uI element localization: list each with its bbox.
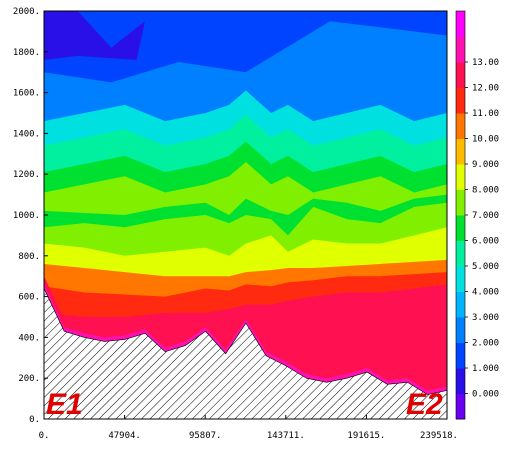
colorbar-swatch — [456, 240, 465, 267]
colorbar-label: 5.000 — [472, 262, 499, 272]
y-tick-label: 1400. — [13, 129, 40, 139]
y-tick-label: 1000. — [13, 211, 40, 221]
annotation-e2: E2 — [406, 388, 443, 421]
colorbar-label: 9.000 — [472, 160, 499, 170]
colorbar-swatch — [456, 138, 465, 165]
x-tick-label: 191615. — [347, 431, 385, 441]
colorbar-label: 3.000 — [472, 313, 499, 323]
colorbar-label: 0.000 — [472, 390, 499, 400]
y-tick-label: 800. — [18, 252, 40, 262]
y-tick-label: 1200. — [13, 170, 40, 180]
colorbar-label: 7.000 — [472, 211, 499, 221]
colorbar: 0.000 1.000 2.000 3.000 4.000 5.000 6.000 7.000… — [455, 10, 499, 420]
x-tick-label: 0. — [39, 431, 50, 441]
colorbar-swatch — [456, 113, 465, 139]
y-tick-label: 600. — [18, 293, 40, 303]
y-tick-label: 1800. — [13, 48, 40, 58]
colorbar-swatch — [456, 11, 465, 37]
colorbar-swatch — [456, 393, 465, 420]
colorbar-swatch — [456, 164, 465, 190]
colorbar-swatch — [456, 189, 465, 216]
x-axis: 0. 47904. 95807. 143711. 191615. 239518. — [39, 415, 458, 441]
annotation-e1: E1 — [46, 388, 83, 421]
band-upper-blue — [44, 11, 447, 83]
colorbar-swatch — [456, 215, 465, 241]
x-tick-label: 95807. — [189, 431, 222, 441]
y-tick-label: 0. — [29, 415, 40, 425]
y-tick-label: 1600. — [13, 89, 40, 99]
colorbar-swatch — [456, 62, 465, 88]
colorbar-label: 13.00 — [472, 58, 499, 68]
y-tick-label: 2000. — [13, 7, 40, 17]
colorbar-label: 12.00 — [472, 84, 499, 94]
colorbar-label: 6.000 — [472, 237, 499, 247]
colorbar-swatch — [456, 368, 465, 394]
colorbar-swatch — [456, 291, 465, 318]
colorbar-swatch — [456, 266, 465, 292]
y-axis: 0. 200. 400. 600. 800. 1000. 1200. 1400. 1600. 18… — [13, 7, 48, 425]
colorbar-label: 1.000 — [472, 364, 499, 374]
colorbar-label: 11.00 — [472, 109, 499, 119]
colorbar-label: 2.000 — [472, 339, 499, 349]
colorbar-swatch — [456, 342, 465, 369]
band-deep-blue — [44, 11, 145, 60]
colorbar-label: 10.00 — [472, 135, 499, 145]
colorbar-label: 4.000 — [472, 288, 499, 298]
y-tick-label: 200. — [18, 374, 40, 384]
x-tick-label: 239518. — [420, 431, 458, 441]
colorbar-swatch — [456, 317, 465, 343]
colorbar-swatch — [456, 87, 465, 114]
x-tick-label: 143711. — [267, 431, 305, 441]
y-tick-label: 400. — [18, 333, 40, 343]
colorbar-swatch — [456, 36, 465, 63]
x-tick-label: 47904. — [108, 431, 141, 441]
colorbar-label: 8.000 — [472, 186, 499, 196]
terrain-mask — [43, 288, 448, 420]
